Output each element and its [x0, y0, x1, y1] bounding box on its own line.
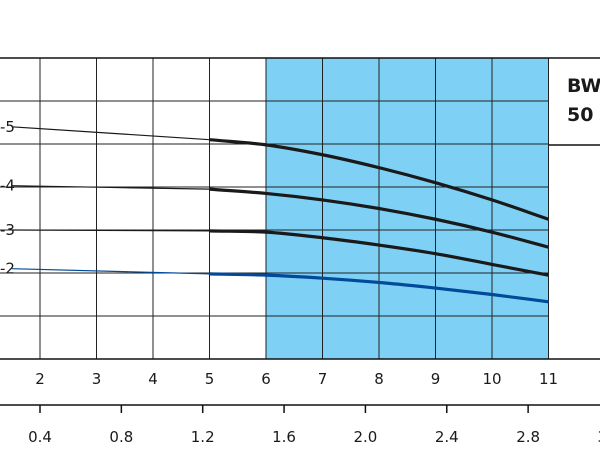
curve-label: -3 [0, 221, 15, 239]
operating-range-band [266, 58, 549, 359]
curve-line [209, 187, 549, 249]
x-tick-label: 5 [205, 370, 215, 388]
x-tick-label: 11 [539, 370, 558, 388]
secondary-x-tick-label: 3.2 [598, 428, 600, 446]
curve-label: -2 [0, 260, 15, 278]
curve-extension-line [11, 268, 210, 275]
curve-extension-line [11, 229, 210, 232]
curve-label: -5 [0, 118, 15, 136]
curve-line [209, 229, 549, 277]
curve-line [209, 138, 550, 221]
x-tick-label: 9 [431, 370, 441, 388]
secondary-x-tick-label: 1.6 [272, 428, 296, 446]
x-tick-label: 7 [318, 370, 328, 388]
secondary-x-tick-label: 2.4 [435, 428, 459, 446]
model-label: BW [567, 75, 600, 97]
curve-extension-line [11, 126, 210, 141]
curve-extension-line [11, 185, 210, 190]
secondary-x-tick-label: 0.4 [28, 428, 52, 446]
model-label: 50 [567, 104, 593, 126]
x-tick-label: 10 [482, 370, 501, 388]
secondary-x-tick-label: 2.0 [353, 428, 377, 446]
x-tick-label: 6 [261, 370, 271, 388]
x-tick-label: 4 [148, 370, 158, 388]
secondary-x-tick-label: 2.8 [516, 428, 540, 446]
secondary-x-tick-label: 0.8 [109, 428, 133, 446]
x-tick-label: 8 [374, 370, 384, 388]
x-tick-label: 3 [92, 370, 102, 388]
x-tick-label: 2 [35, 370, 45, 388]
curve-label: -4 [0, 177, 15, 195]
secondary-x-tick-label: 1.2 [191, 428, 215, 446]
curve-line [209, 272, 549, 304]
